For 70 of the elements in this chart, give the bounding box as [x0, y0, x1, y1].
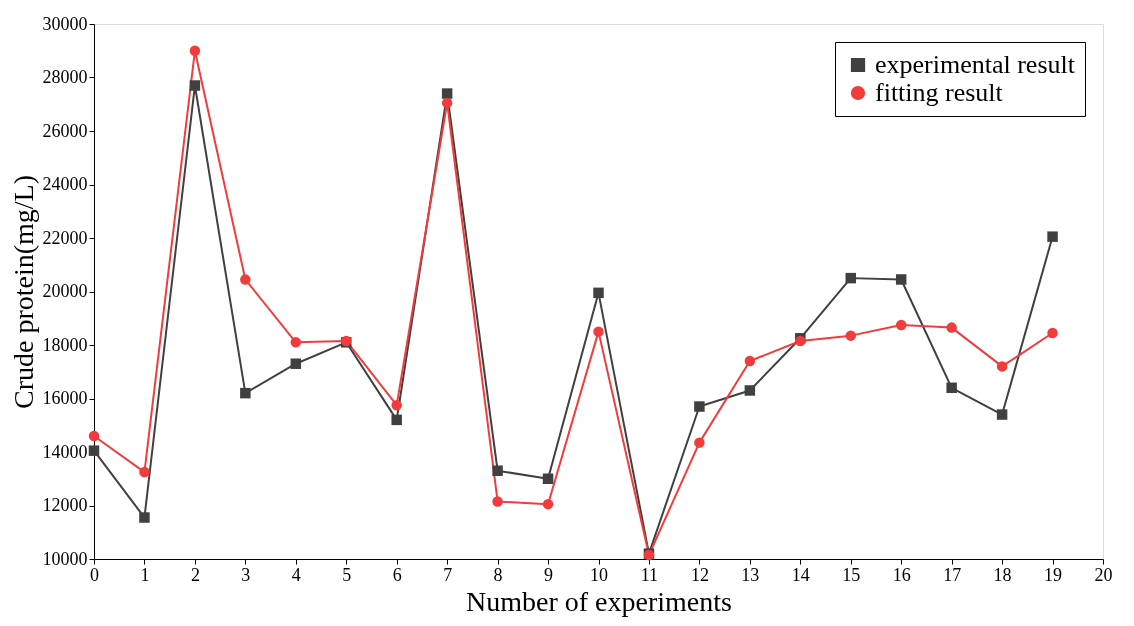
x-tick-label: 19: [1044, 564, 1063, 585]
point: [492, 465, 503, 476]
x-tick-label: 6: [392, 564, 402, 585]
point: [694, 437, 705, 448]
point: [895, 319, 907, 331]
point: [946, 322, 957, 333]
y-tick-label: 24000: [42, 174, 88, 194]
x-tick-label: 15: [842, 564, 861, 585]
point: [189, 45, 201, 56]
legend-label: experimental result: [875, 50, 1076, 79]
x-axis-title: Number of experiments: [466, 585, 732, 617]
point: [542, 498, 554, 510]
x-tick-label: 10: [590, 564, 608, 585]
x-tick-label: 16: [892, 564, 911, 585]
y-tick-label: 12000: [42, 495, 88, 515]
point: [391, 399, 402, 411]
x-tick-label: 2: [190, 564, 200, 585]
point: [88, 430, 100, 442]
x-tick-label: 7: [443, 564, 453, 585]
point: [139, 512, 150, 523]
x-tick-label: 5: [342, 564, 352, 585]
legend-label: fitting result: [875, 78, 1004, 107]
point: [996, 409, 1008, 420]
y-tick-label: 30000: [42, 13, 88, 34]
point: [290, 337, 302, 348]
point: [542, 473, 554, 484]
y-tick-label: 16000: [42, 388, 88, 408]
x-tick-label: 14: [791, 564, 810, 585]
y-axis-title: Crude protein(mg/L): [7, 174, 39, 410]
x-tick-label: 8: [493, 564, 503, 585]
x-tick-label: 20: [1094, 564, 1113, 585]
y-tick-label: 22000: [42, 227, 88, 248]
point: [744, 385, 756, 396]
point: [895, 274, 907, 285]
y-tick-label: 10000: [42, 548, 88, 569]
point: [240, 387, 251, 399]
point: [593, 287, 604, 299]
x-tick-label: 0: [90, 564, 99, 585]
point: [139, 466, 150, 478]
x-tick-label: 13: [741, 564, 760, 585]
x-tick-label: 1: [140, 564, 150, 585]
x-tick-label: 3: [241, 564, 251, 585]
y-tick-label: 26000: [42, 120, 88, 141]
x-tick-label: 17: [943, 564, 962, 585]
y-tick-label: 28000: [42, 67, 88, 87]
point: [441, 97, 453, 109]
point: [694, 401, 705, 412]
point: [189, 80, 201, 91]
x-tick-label: 11: [640, 564, 659, 585]
point: [1047, 327, 1058, 339]
point: [290, 358, 302, 369]
x-tick-label: 4: [291, 564, 301, 585]
point: [593, 326, 604, 337]
point: [391, 414, 402, 426]
y-tick-label: 20000: [42, 281, 88, 301]
point: [946, 382, 957, 394]
point: [845, 272, 856, 284]
point: [441, 88, 453, 99]
point: [996, 361, 1008, 372]
point: [88, 445, 100, 456]
point: [845, 330, 856, 341]
y-tick-label: 14000: [42, 441, 88, 462]
point: [744, 355, 756, 367]
point: [1047, 231, 1058, 242]
x-tick-label: 12: [690, 564, 709, 585]
y-tick-label: 18000: [42, 334, 88, 355]
x-tick-label: 9: [544, 564, 554, 585]
x-tick-label: 18: [993, 564, 1012, 585]
point: [240, 274, 251, 285]
point: [492, 496, 503, 507]
